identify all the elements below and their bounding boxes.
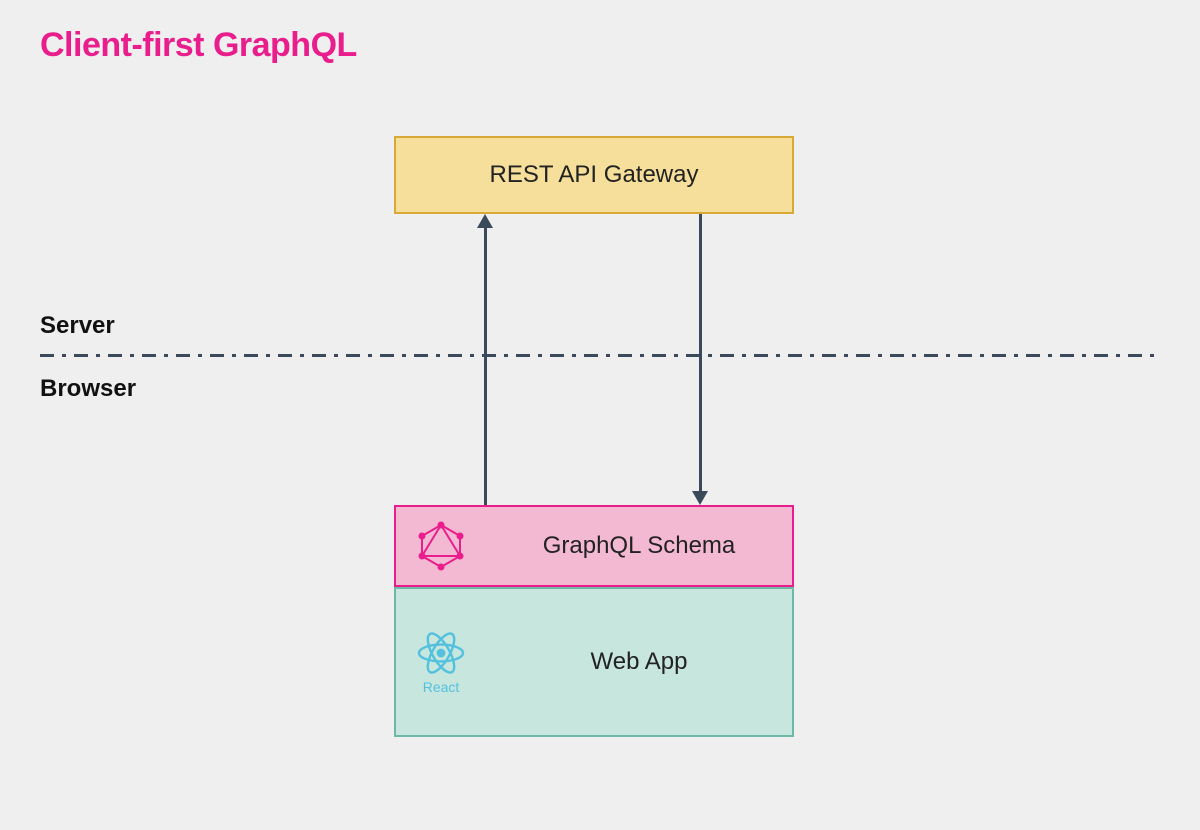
arrow-down <box>699 214 702 493</box>
rest-gateway-block: REST API Gateway <box>394 136 794 214</box>
graphql-schema-label: GraphQL Schema <box>486 532 792 560</box>
graphql-schema-block: GraphQL Schema <box>394 505 794 587</box>
graphql-icon <box>396 521 486 571</box>
react-icon: React <box>396 629 486 695</box>
zone-divider <box>40 354 1160 357</box>
arrow-up <box>484 226 487 505</box>
react-icon-label: React <box>423 679 460 695</box>
zone-label-server: Server <box>40 312 115 340</box>
rest-gateway-label: REST API Gateway <box>490 161 699 189</box>
web-app-label: Web App <box>486 648 792 676</box>
arrow-up-head <box>477 214 493 228</box>
web-app-block: React Web App <box>394 587 794 737</box>
arrow-down-head <box>692 491 708 505</box>
zone-label-browser: Browser <box>40 375 136 403</box>
slide-title: Client-first GraphQL <box>40 26 357 65</box>
